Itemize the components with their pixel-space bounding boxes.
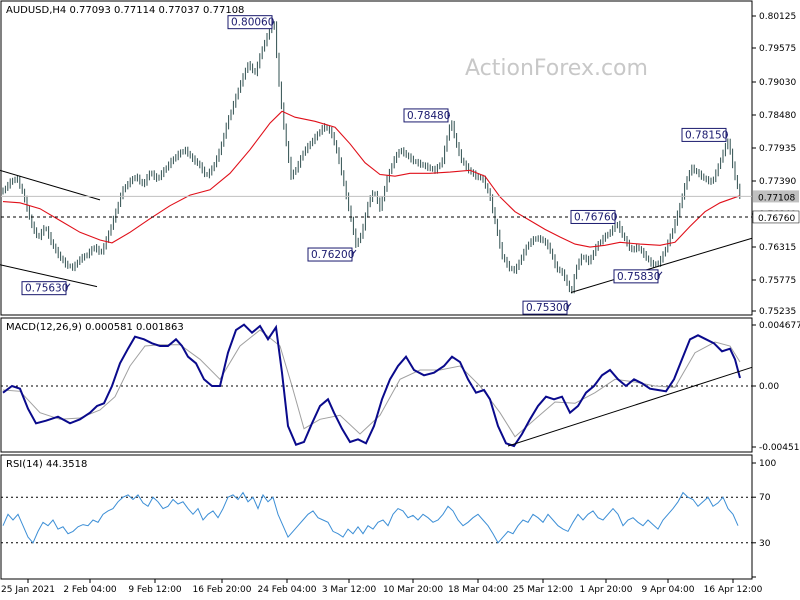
axes-labels: 0.80125 0.79575 0.79030 0.78480 0.77935 0.773… [1, 12, 800, 595]
main-panel-frame [0, 0, 753, 316]
x-tick-label: 16 Apr 12:00 [704, 585, 763, 595]
rsi-y-tick-label: 70 [759, 493, 771, 503]
peak-label-connector [566, 302, 572, 309]
y-tick-label: 0.77390 [759, 177, 796, 187]
x-tick-label: 25 Jan 2021 [1, 585, 55, 595]
peak-label: 0.76200 [311, 249, 354, 261]
channel-top-line [0, 169, 101, 201]
macd-y-tick-label: 0.00 [759, 382, 779, 392]
peak-label: 0.78480 [407, 110, 450, 122]
macd-plot [1, 323, 753, 448]
x-tick-label: 9 Feb 12:00 [128, 585, 182, 595]
x-tick-label: 10 Mar 20:00 [383, 585, 443, 595]
y-tick-label: 0.80125 [759, 12, 796, 22]
rsi-y-tick-label: 30 [759, 539, 771, 549]
main-plot: 0.80060 0.78480 0.78150 0.76760 0.76200 0.756… [0, 15, 753, 315]
y-tick-label: 0.76315 [759, 243, 796, 253]
x-tick-label: 25 Mar 12:00 [513, 585, 573, 595]
peak-label: 0.75830 [617, 271, 660, 283]
x-tick-label: 2 Feb 04:00 [63, 585, 117, 595]
support-tag-label: 0.76760 [758, 214, 795, 224]
peak-label: 0.75300 [526, 302, 569, 314]
x-tick-label: 1 Apr 20:00 [580, 585, 633, 595]
main-title: AUDUSD,H4 0.77093 0.77114 0.77037 0.7710… [6, 5, 244, 16]
y-tick-label: 0.79030 [759, 78, 796, 88]
macd-line [2, 323, 741, 448]
macd-y-tick-label: 0.004677 [759, 321, 800, 331]
watermark: ActionForex.com [465, 56, 648, 81]
peak-label-box [570, 209, 616, 224]
support-tag [752, 210, 800, 224]
rsi-panel-frame [0, 454, 753, 580]
peak-label-box [613, 269, 659, 284]
y-tick-label: 0.78480 [759, 111, 796, 121]
x-tick-label: 3 Mar 12:00 [322, 585, 377, 595]
peak-label: 0.76760 [574, 211, 617, 223]
peak-label-box [522, 300, 568, 315]
peak-label-connector [65, 283, 71, 289]
y-tick-label: 0.77935 [759, 144, 796, 154]
current-price-tag [753, 190, 799, 203]
macd-panel-frame [0, 317, 753, 453]
peak-label-connector [351, 249, 357, 256]
uptrend-line [570, 237, 753, 293]
x-tick-label: 24 Feb 04:00 [257, 585, 316, 595]
peak-label: 0.80060 [231, 17, 274, 29]
macd-signal-line [2, 329, 741, 438]
peak-label: 0.78150 [685, 129, 728, 141]
rsi-plot [1, 491, 752, 544]
rsi-line [2, 491, 739, 544]
peak-label-box [21, 281, 67, 296]
macd-trendline [507, 366, 753, 447]
y-tick-label: 0.75235 [759, 307, 796, 317]
x-tick-label: 9 Apr 04:00 [642, 585, 695, 595]
peak-label-box [403, 108, 449, 123]
peak-label-box [307, 247, 353, 262]
y-tick-label: 0.79575 [759, 44, 796, 54]
x-tick-label: 16 Feb 20:00 [192, 585, 251, 595]
peak-label-box [681, 127, 727, 142]
peak-label-box [227, 15, 273, 30]
peak-label: 0.75630 [25, 283, 68, 295]
macd-title: MACD(12,26,9) 0.000581 0.001863 [6, 322, 184, 333]
peak-label-connector [657, 271, 663, 278]
moving-average-line [2, 110, 741, 248]
macd-y-tick-label: -0.004519 [759, 443, 800, 453]
rsi-y-tick-label: 100 [759, 459, 776, 469]
rsi-title: RSI(14) 44.3518 [6, 459, 87, 470]
current-price-tag-label: 0.77108 [758, 193, 795, 203]
y-tick-label: 0.75775 [759, 276, 796, 286]
channel-bottom-line [0, 264, 98, 288]
x-tick-label: 18 Mar 04:00 [448, 585, 508, 595]
